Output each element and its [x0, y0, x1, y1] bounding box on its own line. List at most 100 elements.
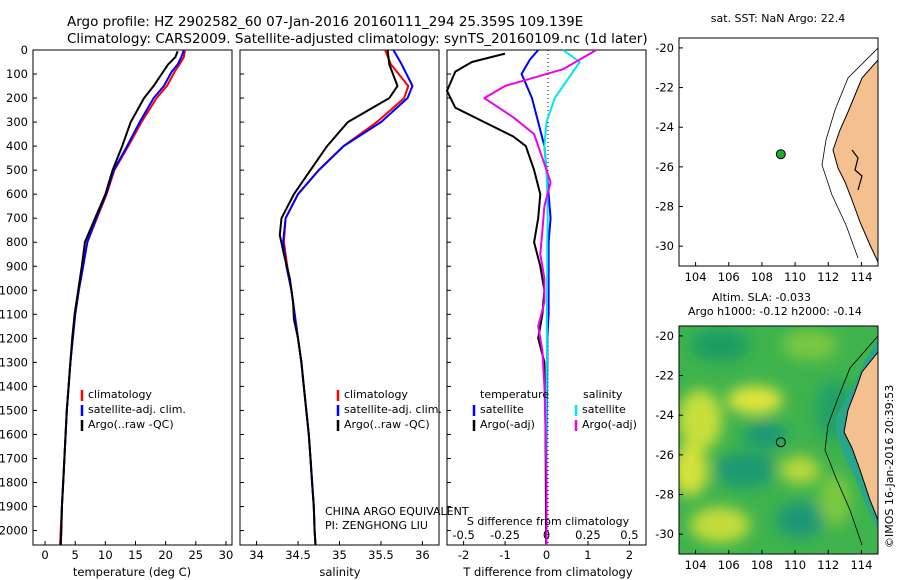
series-line-s-satellite [543, 49, 581, 545]
header-line-1: Argo profile: HZ 2902582_60 07-Jan-2016 … [67, 14, 583, 30]
x-tick-label: 30 [219, 548, 234, 562]
difference-series [446, 49, 597, 546]
x-tick-label: 1 [584, 548, 591, 562]
map-y-tick-label: -28 [655, 488, 674, 502]
map-y-tick-label: -24 [655, 408, 674, 422]
salinity-ticks: 34 34.5 35 35.5 36 [240, 49, 430, 562]
salinity-annotation-line-2: PI: ZENGHONG LIU [325, 519, 428, 532]
top-x-tick-label: 0.5 [620, 528, 638, 542]
map-x-tick-label: 108 [751, 270, 773, 284]
legend-label: satellite [582, 403, 626, 416]
x-tick-label: -2 [458, 548, 469, 562]
sla-map-land [843, 351, 878, 521]
y-tick-label: 700 [6, 211, 28, 225]
map-x-tick-label: 104 [685, 270, 707, 284]
series-line-s-argo-adj- [483, 49, 597, 545]
y-tick-label: 1300 [0, 355, 28, 369]
series-line-argo-raw-qc- [278, 49, 399, 546]
y-tick-label: 1700 [0, 451, 28, 465]
x-tick-label: 0 [41, 548, 48, 562]
map-y-tick-label: -26 [655, 160, 674, 174]
y-tick-label: 1500 [0, 403, 28, 417]
map-x-tick-label: 114 [850, 558, 872, 572]
y-tick-label: 1200 [0, 331, 28, 345]
x-tick-label: 36 [415, 548, 430, 562]
y-tick-label: 1600 [0, 427, 28, 441]
salinity-xlabel: salinity [319, 565, 360, 579]
series-line-satellite-adj-clim- [59, 49, 185, 546]
map-x-tick-label: 110 [784, 270, 806, 284]
sla-map-subtitle: Argo h1000: -0.12 h2000: -0.14 [688, 305, 862, 318]
sst-map-panel: sat. SST: NaN Argo: 22.4 104 106 108 110 112… [655, 12, 879, 284]
y-tick-label: 300 [6, 115, 28, 129]
temperature-ticks: 0 5 10 15 20 25 300100200300400500600700800900… [0, 43, 233, 562]
sla-field-anomalies [679, 329, 855, 543]
map-y-tick-label: -28 [655, 200, 674, 214]
y-tick-label: 400 [6, 139, 28, 153]
sla-map-panel: Altim. SLA: -0.033 Argo h1000: -0.12 h20… [655, 291, 879, 572]
header-line-2: Climatology: CARS2009. Satellite-adjuste… [67, 31, 648, 47]
temperature-plot-frame [32, 49, 233, 546]
sst-map-land [832, 59, 878, 263]
map-y-tick-label: -24 [655, 120, 674, 134]
top-x-tick-label: -0.25 [490, 528, 520, 542]
series-line-satellite-adj-clim- [282, 49, 414, 546]
legend-s-title: salinity [583, 388, 623, 401]
sla-float-marker [775, 437, 786, 448]
map-x-tick-label: 106 [718, 558, 740, 572]
y-tick-label: 600 [6, 187, 28, 201]
x-tick-label: 25 [188, 548, 203, 562]
x-tick-label: 5 [72, 548, 79, 562]
s-difference-label: S difference from climatology [467, 515, 630, 528]
x-tick-label: 35 [332, 548, 347, 562]
y-tick-label: 1100 [0, 307, 28, 321]
x-tick-label: 20 [158, 548, 173, 562]
x-tick-label: 15 [128, 548, 143, 562]
series-line-t-argo-adj- [446, 52, 548, 546]
y-tick-label: 100 [6, 67, 28, 81]
t-difference-label: T difference from climatology [462, 565, 633, 579]
sla-map-frame [678, 325, 879, 555]
legend-label: Argo(-adj) [480, 418, 535, 431]
salinity-legend: climatology satellite-adj. clim. Argo(..ra… [336, 388, 442, 431]
sst-map-title: sat. SST: NaN Argo: 22.4 [711, 12, 845, 25]
difference-legend: temperature salinity satellite Argo(-adj) sa… [472, 388, 637, 431]
legend-label: satellite-adj. clim. [344, 403, 442, 416]
sst-map-frame [678, 37, 879, 267]
temperature-legend: climatology satellite-adj. clim. Argo(..ra… [80, 388, 186, 431]
salinity-panel: 34 34.5 35 35.5 36 climatology satellite-adj.… [239, 49, 469, 579]
x-tick-label: 2 [626, 548, 633, 562]
legend-t-title: temperature [480, 388, 549, 401]
legend-label: Argo(-adj) [582, 418, 637, 431]
y-tick-label: 500 [6, 163, 28, 177]
y-tick-label: 1800 [0, 476, 28, 490]
map-x-tick-label: 114 [850, 270, 872, 284]
y-tick-label: 1400 [0, 379, 28, 393]
sst-map-ticks: 104 106 108 110 112 114 -20 -22 -24 -26 -28 -30 [655, 41, 872, 284]
salinity-annotation-line-1: CHINA ARGO EQUIVALENT [325, 505, 469, 518]
temperature-series [59, 49, 186, 546]
y-tick-label: 200 [6, 91, 28, 105]
y-tick-label: 2000 [0, 524, 28, 538]
temperature-xlabel: temperature (deg C) [73, 565, 191, 579]
sla-map-title: Altim. SLA: -0.033 [712, 291, 811, 304]
map-x-tick-label: 104 [685, 558, 707, 572]
difference-panel: -2 -1 0 1 2-0.5 -0.25 0 0.25 0.5 temperature sali… [446, 49, 647, 579]
legend-label: Argo(..raw -QC) [344, 418, 430, 431]
sla-map-ticks: 104 106 108 110 112 114 -20 -22 -24 -26 -28 -30 [655, 329, 872, 572]
map-x-tick-label: 110 [784, 558, 806, 572]
x-tick-label: 34.5 [285, 548, 311, 562]
legend-label: climatology [344, 388, 408, 401]
map-x-tick-label: 112 [817, 558, 839, 572]
sst-map-bathymetry-line [821, 47, 878, 259]
temperature-panel: 0 5 10 15 20 25 300100200300400500600700800900… [0, 43, 233, 579]
legend-label: Argo(..raw -QC) [88, 418, 174, 431]
map-y-tick-label: -22 [655, 81, 674, 95]
legend-label: climatology [88, 388, 152, 401]
sst-float-marker [775, 149, 786, 160]
x-tick-label: 10 [98, 548, 113, 562]
y-tick-label: 800 [6, 235, 28, 249]
map-x-tick-label: 112 [817, 270, 839, 284]
legend-label: satellite-adj. clim. [88, 403, 186, 416]
